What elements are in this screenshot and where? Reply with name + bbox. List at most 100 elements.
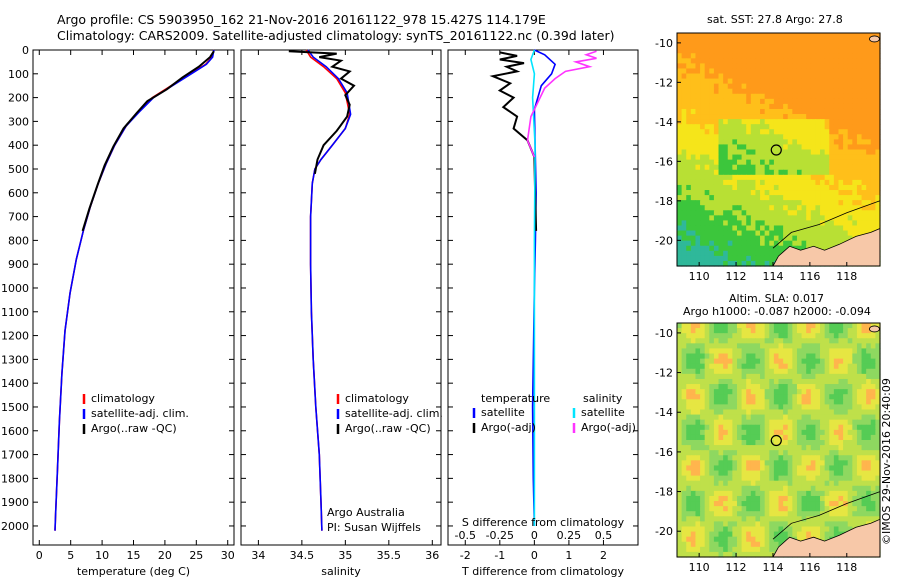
map-cell	[787, 490, 793, 497]
map-cell	[773, 43, 780, 49]
map-cell	[690, 424, 697, 431]
map-cell	[686, 184, 692, 191]
map-cell	[741, 343, 747, 350]
map-cell	[732, 58, 738, 64]
map-cell	[806, 363, 812, 370]
map-cell	[866, 501, 872, 507]
map-cell	[700, 149, 706, 156]
legend-label: satellite-adj. clim.	[91, 407, 189, 420]
map-cell	[713, 200, 720, 206]
map-cell	[760, 434, 766, 441]
map-cell	[755, 98, 761, 105]
map-cell	[815, 205, 821, 211]
map-cell	[760, 328, 766, 334]
map-cell	[764, 531, 770, 538]
map-cell	[755, 139, 761, 146]
map-cell	[681, 190, 687, 196]
map-cell	[847, 235, 853, 242]
map-cell	[852, 495, 858, 502]
map-cell	[787, 414, 793, 421]
map-cell	[806, 328, 812, 334]
map-cell	[713, 440, 720, 446]
map-cell	[709, 43, 715, 49]
map-cell	[866, 215, 872, 222]
map-cell	[783, 450, 789, 456]
map-cell	[755, 169, 761, 176]
map-cell	[769, 475, 775, 482]
map-cell	[746, 480, 752, 487]
map-cell	[829, 154, 835, 161]
map-cell	[796, 134, 803, 140]
map-cell	[810, 353, 817, 360]
map-cell	[810, 378, 817, 385]
map-cell	[792, 363, 798, 370]
map-cell	[695, 83, 701, 90]
map-cell	[824, 460, 830, 467]
map-cell	[709, 475, 715, 482]
map-cell	[778, 225, 784, 232]
map-cell	[847, 429, 853, 436]
map-cell	[866, 328, 872, 334]
map-cell	[695, 73, 701, 80]
map-cell	[773, 536, 780, 543]
map-cell	[792, 460, 798, 467]
map-cell	[709, 48, 715, 54]
map-cell	[723, 83, 729, 90]
map-cell	[861, 230, 867, 237]
map-cell	[792, 333, 798, 339]
map-cell	[764, 373, 770, 380]
map-cell	[727, 389, 733, 395]
map-cell	[690, 551, 697, 558]
map-cell	[829, 215, 835, 222]
map-cell	[741, 184, 747, 191]
map-cell	[760, 378, 766, 385]
map-cell	[810, 88, 817, 95]
map-cell	[801, 43, 807, 49]
map-cell	[769, 414, 775, 421]
map-cell	[709, 98, 715, 105]
map-cell	[718, 215, 724, 222]
map-cell	[709, 78, 715, 85]
map-cell	[801, 83, 807, 90]
map-cell	[773, 399, 780, 405]
map-cell	[852, 429, 858, 436]
map-cell	[783, 63, 789, 70]
map-cell	[778, 83, 784, 90]
map-cell	[815, 521, 821, 528]
map-cell	[838, 58, 844, 64]
map-cell	[718, 108, 724, 115]
map-cell	[773, 348, 780, 355]
map-cell	[760, 511, 766, 517]
map-cell	[783, 368, 789, 375]
map-cell	[750, 343, 757, 350]
map-cell	[713, 485, 720, 492]
map-cell	[746, 495, 752, 502]
map-cell	[741, 53, 747, 59]
map-cell	[810, 526, 817, 533]
map-cell	[820, 409, 826, 416]
map-cell	[681, 521, 687, 528]
map-cell	[690, 169, 697, 176]
map-cell	[750, 384, 757, 390]
map-cell	[677, 531, 683, 538]
map-cell	[856, 159, 863, 166]
map-cell	[866, 174, 872, 181]
map-cell	[787, 450, 793, 456]
map-cell	[875, 164, 881, 171]
map-cell	[820, 134, 826, 140]
map-cell	[764, 139, 770, 146]
map-cell	[764, 215, 770, 222]
map-cell	[695, 78, 701, 85]
x-tick-label: 30	[221, 549, 235, 562]
map-cell	[736, 200, 743, 206]
map-cell	[838, 78, 844, 85]
map-cell	[686, 108, 692, 115]
map-cell	[718, 134, 724, 140]
map-cell	[695, 119, 701, 125]
map-cell	[700, 33, 706, 39]
map-cell	[755, 394, 761, 400]
map-cell	[815, 368, 821, 375]
map-y-tick-label: -16	[655, 446, 673, 459]
map-cell	[796, 83, 803, 90]
map-cell	[713, 541, 720, 548]
